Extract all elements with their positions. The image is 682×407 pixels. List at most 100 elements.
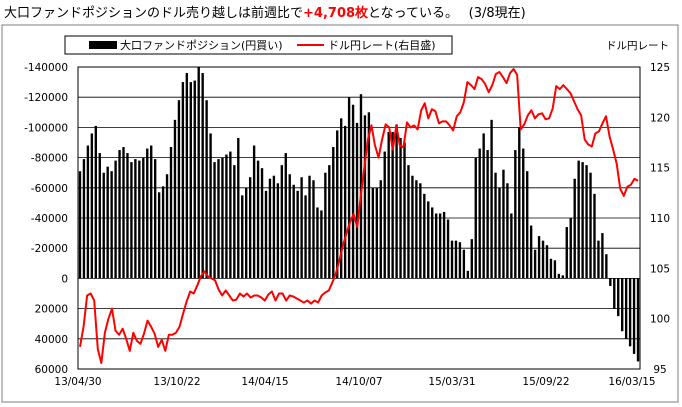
- bar: [157, 192, 161, 279]
- bar: [486, 150, 489, 279]
- bar: [268, 178, 272, 279]
- bar: [581, 162, 584, 279]
- bar: [490, 119, 493, 279]
- headline-suffix: となっている。: [368, 6, 452, 21]
- bar: [110, 171, 113, 279]
- bar: [466, 270, 470, 279]
- bar: [288, 174, 291, 279]
- legend-bar-swatch: [89, 41, 117, 49]
- bar: [593, 193, 596, 279]
- y2-axis-tick-labels: 125 120 115 110 105 100 95: [650, 62, 670, 376]
- bar: [632, 278, 636, 354]
- bar: [284, 153, 287, 279]
- bar: [569, 218, 572, 279]
- headline-date-note: (3/8現在): [468, 6, 526, 21]
- bar: [320, 210, 323, 279]
- bar: [518, 127, 521, 279]
- y-tick-label: -40000: [31, 213, 68, 225]
- y2-tick-label: 115: [650, 163, 670, 175]
- headline-text: 大口ファンドポジションのドル売り越しは前週比で: [4, 6, 304, 21]
- bar: [102, 172, 105, 279]
- bar: [446, 219, 450, 279]
- bar: [260, 168, 264, 279]
- bar: [209, 133, 212, 279]
- bar: [510, 213, 513, 279]
- bar: [407, 165, 410, 279]
- bar: [470, 239, 473, 279]
- bar: [458, 242, 462, 279]
- bar: [229, 151, 232, 279]
- bar: [205, 100, 208, 279]
- bar: [181, 82, 185, 279]
- bar: [138, 160, 141, 279]
- bar: [609, 278, 612, 286]
- bar: [308, 175, 311, 279]
- bar: [359, 94, 363, 279]
- bar: [498, 187, 501, 279]
- bar: [589, 172, 592, 279]
- bar: [343, 125, 347, 279]
- y2-tick-label: 105: [650, 263, 670, 275]
- bar: [241, 195, 244, 279]
- legend-box: [64, 35, 453, 55]
- x-tick-label: 14/04/15: [241, 376, 288, 388]
- bar: [225, 154, 228, 279]
- bar: [399, 137, 402, 279]
- bar: [82, 159, 86, 279]
- bar: [94, 125, 97, 279]
- y2-tick-label: 95: [653, 364, 666, 376]
- y-axis-tick-labels: -140000 -120000 -100000 -80000 -60000 -40000 -…: [24, 62, 68, 376]
- bar: [146, 148, 149, 279]
- bar: [161, 186, 165, 279]
- bar: [221, 157, 224, 279]
- bar: [233, 165, 236, 279]
- bar: [395, 124, 398, 279]
- bar: [522, 148, 525, 279]
- bar: [90, 133, 94, 279]
- x-tick-label: 14/10/07: [335, 376, 382, 388]
- bar: [304, 195, 307, 279]
- bar: [351, 104, 355, 279]
- headline-change-value: +4,708枚: [303, 6, 369, 21]
- legend-bar-label: 大口ファンドポジション(円買い): [120, 38, 283, 52]
- bar: [324, 172, 327, 279]
- y-tick-label: 40000: [35, 334, 68, 346]
- line-series: [79, 68, 639, 364]
- bar: [371, 187, 375, 279]
- bar: [280, 165, 284, 279]
- bar: [213, 162, 216, 279]
- bar: [442, 211, 446, 279]
- bar: [355, 122, 359, 279]
- y-tick-label: 20000: [35, 304, 68, 316]
- bar: [169, 147, 173, 279]
- y-tick-label: -120000: [24, 92, 68, 104]
- bar: [328, 165, 331, 279]
- bar: [379, 180, 382, 279]
- y-tick-label: 0: [61, 273, 68, 285]
- bar: [114, 160, 117, 279]
- bar: [106, 166, 109, 279]
- bar: [419, 183, 422, 279]
- bar: [541, 240, 545, 279]
- bar: [450, 240, 454, 279]
- bar: [403, 142, 406, 279]
- bar: [506, 183, 509, 279]
- bar: [336, 130, 339, 279]
- bar: [256, 160, 260, 279]
- bar: [434, 213, 438, 279]
- bar: [549, 258, 553, 279]
- bar: [482, 133, 485, 279]
- bar: [577, 160, 580, 279]
- bar: [387, 131, 390, 279]
- y-tick-label: -60000: [31, 183, 68, 195]
- bar: [126, 153, 129, 279]
- bar: [478, 148, 481, 279]
- bar: [197, 67, 200, 279]
- bar: [193, 80, 196, 279]
- bar: [245, 187, 248, 279]
- bar: [621, 278, 624, 332]
- bar: [545, 245, 549, 279]
- plot-area-frame: [77, 66, 641, 370]
- bar: [605, 254, 608, 279]
- y2-axis-title: ドル円レート: [606, 40, 669, 52]
